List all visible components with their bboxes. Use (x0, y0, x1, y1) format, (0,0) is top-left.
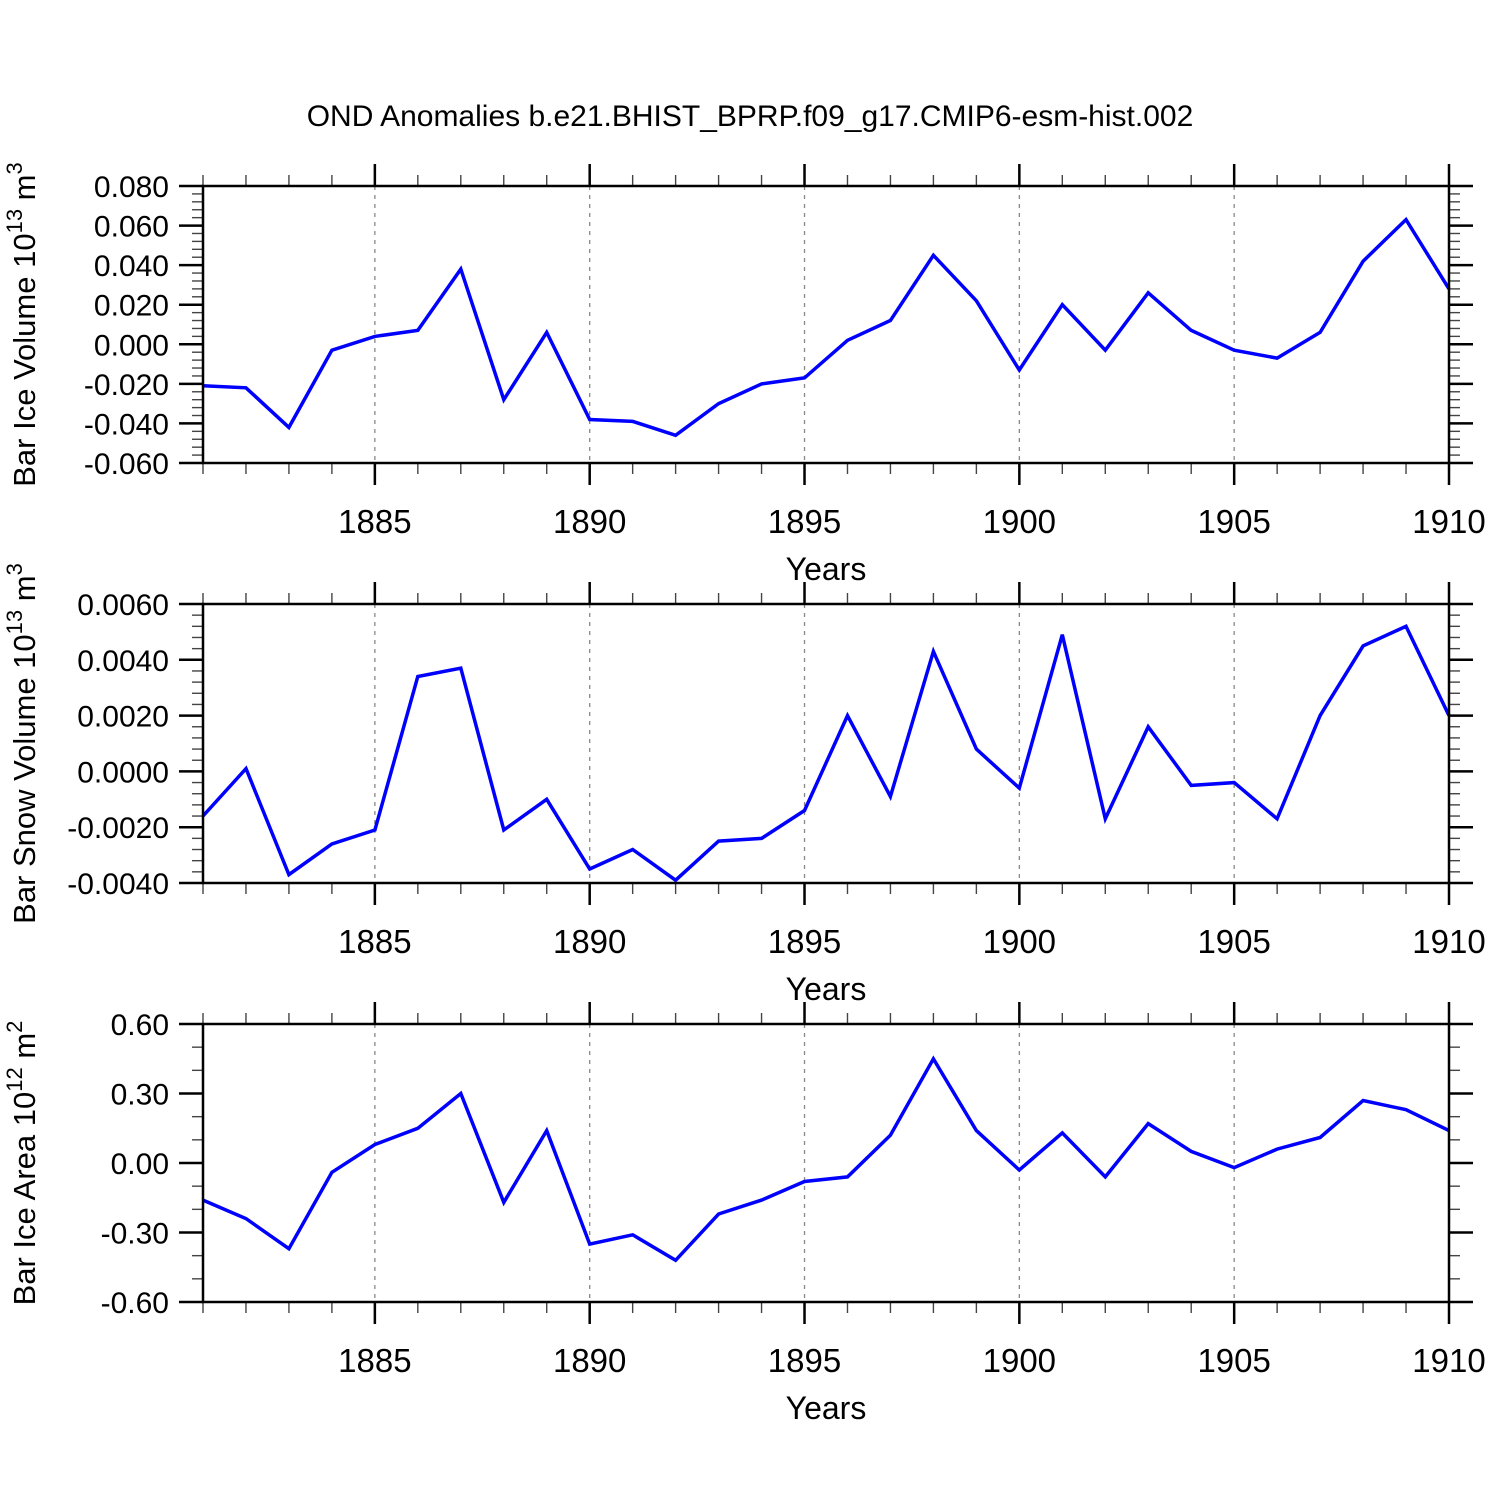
y-tick-label: -0.0040 (67, 868, 169, 901)
x-axis-title: Years (786, 971, 867, 1007)
y-tick-label: 0.0000 (77, 756, 169, 789)
x-tick-label: 1885 (338, 923, 411, 960)
y-tick-label: 0.00 (111, 1148, 169, 1181)
x-tick-label: 1890 (553, 923, 626, 960)
data-line-bar-ice-area (202, 1055, 1450, 1263)
y-tick-label: -0.60 (101, 1287, 169, 1320)
x-tick-label: 1900 (983, 503, 1056, 540)
plot-border (201, 1022, 1451, 1304)
x-tick-label: 1905 (1197, 1342, 1270, 1379)
panel-bar-snow-volume: 0.0060 0.0040 0.0020 0.0000 -0.0020 -0.0040 18… (2, 563, 1486, 1007)
x-tick-label: 1910 (1412, 923, 1485, 960)
x-tick-label: 1905 (1197, 923, 1270, 960)
data-line-bar-snow-volume (201, 623, 1451, 883)
x-tick-label: 1900 (983, 923, 1056, 960)
y-axis-title: Bar Snow Volume 1013 m3 (2, 563, 42, 924)
panel-bar-ice-volume: 0.080 0.060 0.040 0.020 0.000 -0.020 -0.040 -0.… (2, 162, 1486, 587)
y-tick-label: 0.020 (94, 290, 169, 323)
x-tick-label: 1885 (338, 503, 411, 540)
x-axis-title: Years (786, 1390, 867, 1426)
y-tick-label: -0.30 (101, 1218, 169, 1251)
x-tick-label: 1905 (1197, 503, 1270, 540)
x-tick-label: 1885 (338, 1342, 411, 1379)
y-tick-label: 0.0020 (77, 701, 169, 734)
y-tick-label: 0.30 (111, 1079, 169, 1112)
y-axis-title: Bar Ice Volume 1013 m3 (2, 162, 42, 487)
x-tick-label: 1895 (768, 923, 841, 960)
figure-title: OND Anomalies b.e21.BHIST_BPRP.f09_g17.C… (307, 100, 1194, 133)
y-tick-label: -0.0020 (67, 812, 169, 845)
y-tick-label: -0.060 (84, 448, 169, 481)
x-tick-label: 1890 (553, 503, 626, 540)
x-tick-label: 1895 (768, 503, 841, 540)
y-axis-title: Bar Ice Area 1012 m2 (2, 1021, 42, 1306)
y-tick-label: 0.060 (94, 211, 169, 244)
panel-bar-ice-area: 0.60 0.30 0.00 -0.30 -0.60 1885 1890 1895 1900 19… (2, 1002, 1486, 1426)
x-tick-label: 1895 (768, 1342, 841, 1379)
y-tick-label: 0.0060 (77, 589, 169, 622)
panels-group: 0.080 0.060 0.040 0.020 0.000 -0.020 -0.040 -0.… (2, 162, 1486, 1426)
y-tick-label: 0.0040 (77, 645, 169, 678)
y-tick-label: -0.040 (84, 408, 169, 441)
data-line-bar-ice-volume (202, 216, 1451, 438)
plot-border (201, 184, 1451, 465)
x-tick-label: 1910 (1412, 1342, 1485, 1379)
y-tick-label: 0.000 (94, 329, 169, 362)
plot-border (201, 602, 1451, 885)
x-axis-title: Years (786, 551, 867, 587)
x-tick-label: 1910 (1412, 503, 1485, 540)
x-tick-label: 1890 (553, 1342, 626, 1379)
x-tick-label: 1900 (983, 1342, 1056, 1379)
y-tick-label: 0.040 (94, 250, 169, 283)
y-tick-label: -0.020 (84, 369, 169, 402)
y-tick-label: 0.080 (94, 171, 169, 204)
y-tick-label: 0.60 (111, 1009, 169, 1042)
